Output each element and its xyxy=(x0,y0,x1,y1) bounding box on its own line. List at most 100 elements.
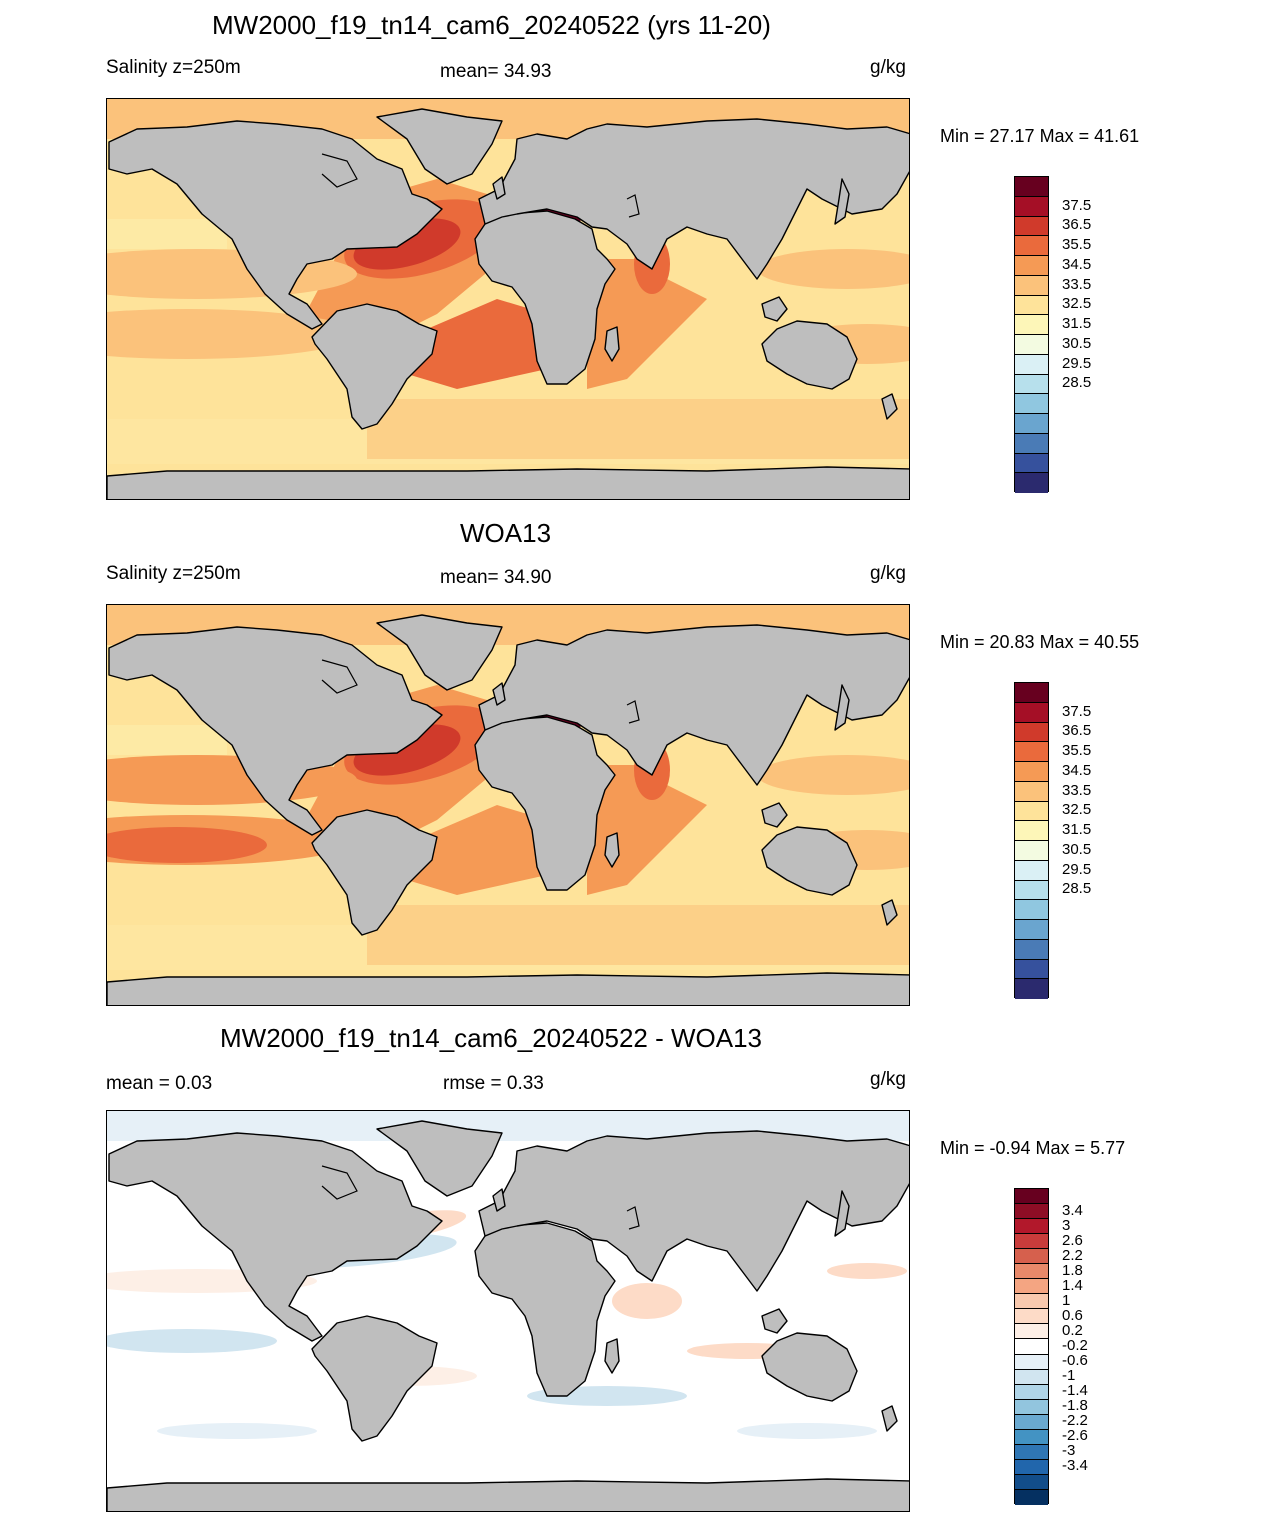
land-japan xyxy=(834,178,850,225)
colorbar-bin xyxy=(1015,1489,1048,1505)
colorbar-bin xyxy=(1015,236,1048,256)
south-atlantic-region xyxy=(407,805,547,895)
colorbar-label: 30.5 xyxy=(1062,840,1092,858)
colorbar-bin xyxy=(1015,216,1048,237)
land-uk xyxy=(492,682,506,706)
colorbar-label: 36.5 xyxy=(1062,722,1092,740)
land-madagascar xyxy=(604,1338,620,1374)
mean-label: mean= 34.93 xyxy=(440,61,552,82)
colorbar-bin xyxy=(1015,959,1048,980)
colorbar-bin xyxy=(1015,1369,1048,1385)
mean-label: mean= 34.90 xyxy=(440,567,552,588)
south-pacific-negative xyxy=(107,1329,277,1353)
south-pacific-band xyxy=(107,309,357,359)
colorbar-label: 3.4 xyxy=(1062,1201,1083,1219)
colorbar-bin xyxy=(1015,315,1048,335)
colorbar-label: 32.5 xyxy=(1062,801,1092,819)
hudson-bay-outline xyxy=(321,153,358,188)
colorbar-bin xyxy=(1015,762,1048,782)
land-eurasia xyxy=(478,118,909,280)
colorbar-bin xyxy=(1015,920,1048,940)
land-antarctica xyxy=(107,972,909,1005)
land-antarctica xyxy=(107,1478,909,1511)
colorbar-label: 31.5 xyxy=(1062,315,1092,333)
colorbar xyxy=(1014,1188,1049,1505)
units-label: g/kg xyxy=(870,57,906,78)
colorbar-label: 0.6 xyxy=(1062,1306,1083,1324)
units-label: g/kg xyxy=(870,563,906,584)
land-eurasia xyxy=(478,1130,909,1292)
land-namerica xyxy=(108,120,443,330)
colorbar-bin xyxy=(1015,374,1048,395)
hudson-bay-outline xyxy=(321,1165,358,1200)
colorbar-bin xyxy=(1015,473,1048,493)
colorbar-label: -3.4 xyxy=(1062,1457,1088,1475)
land-japan xyxy=(834,684,850,731)
colorbar xyxy=(1014,682,1049,999)
land-borneo xyxy=(761,802,788,828)
colorbar-label: 35.5 xyxy=(1062,236,1092,254)
colorbar-label: 29.5 xyxy=(1062,354,1092,372)
colorbar-label: 37.5 xyxy=(1062,702,1092,720)
panel-title: MW2000_f19_tn14_cam6_20240522 (yrs 11-20… xyxy=(212,10,771,40)
colorbar-bin xyxy=(1015,1249,1048,1265)
colorbar-bin xyxy=(1015,742,1048,762)
land-nz xyxy=(881,899,898,926)
land-africa xyxy=(474,210,616,385)
land-australia xyxy=(761,1332,858,1402)
land-borneo xyxy=(761,1308,788,1334)
colorbar-label: 35.5 xyxy=(1062,742,1092,760)
colorbar-label: 2.2 xyxy=(1062,1246,1083,1264)
colorbar-bin xyxy=(1015,781,1048,802)
colorbar-bin xyxy=(1015,821,1048,841)
colorbar-bin xyxy=(1015,1219,1048,1235)
colorbar-label: -0.2 xyxy=(1062,1337,1088,1354)
colorbar-bin xyxy=(1015,177,1048,197)
colorbar-label: -1 xyxy=(1062,1367,1076,1385)
colorbar-label: 34.5 xyxy=(1062,761,1092,779)
south-indian-band xyxy=(367,399,909,459)
panel-title: MW2000_f19_tn14_cam6_20240522 - WOA13 xyxy=(220,1023,763,1053)
colorbar-label: 1 xyxy=(1062,1291,1071,1309)
colorbar-label: 28.5 xyxy=(1062,374,1092,392)
colorbar-bin xyxy=(1015,900,1048,920)
colorbar-label: 32.5 xyxy=(1062,295,1092,313)
units-label: g/kg xyxy=(870,1069,906,1090)
land-samerica xyxy=(311,1315,438,1442)
colorbar-label: -1.8 xyxy=(1062,1397,1088,1415)
colorbar-bin xyxy=(1015,979,1048,999)
colorbar-bin xyxy=(1015,1324,1048,1340)
colorbar-bin xyxy=(1015,939,1048,960)
land-greenland xyxy=(376,614,503,691)
land-samerica xyxy=(311,303,438,430)
colorbar-bin xyxy=(1015,841,1048,861)
colorbar-label: -3 xyxy=(1062,1442,1076,1460)
colorbar-bin xyxy=(1015,256,1048,276)
land-greenland xyxy=(376,108,503,185)
salinity-map-obs xyxy=(106,604,910,1006)
colorbar-bin xyxy=(1015,275,1048,296)
colorbar-bin xyxy=(1015,453,1048,474)
land-australia xyxy=(761,826,858,896)
west-pacific-band xyxy=(757,755,909,795)
colorbar-bin xyxy=(1015,860,1048,881)
indian-ocean-region xyxy=(587,765,707,895)
colorbar-bin xyxy=(1015,1339,1048,1355)
land-nz xyxy=(881,393,898,420)
land-antarctica xyxy=(107,466,909,499)
west-pacific-positive xyxy=(827,1263,907,1279)
south-atlantic-region xyxy=(407,299,547,389)
colorbar-bin xyxy=(1015,394,1048,414)
colorbar-bin xyxy=(1015,196,1048,217)
colorbar-bin xyxy=(1015,1234,1048,1250)
land-madagascar xyxy=(604,832,620,868)
land-japan xyxy=(834,1190,850,1237)
colorbar-bin xyxy=(1015,1384,1048,1400)
colorbar-label: 1.4 xyxy=(1062,1276,1083,1294)
colorbar-bin xyxy=(1015,335,1048,355)
colorbar-bin xyxy=(1015,801,1048,822)
mean-label: mean = 0.03 xyxy=(106,1073,213,1094)
colorbar-bin xyxy=(1015,1444,1048,1460)
colorbar-label: -1.4 xyxy=(1062,1382,1088,1400)
colorbar-label: 36.5 xyxy=(1062,216,1092,234)
